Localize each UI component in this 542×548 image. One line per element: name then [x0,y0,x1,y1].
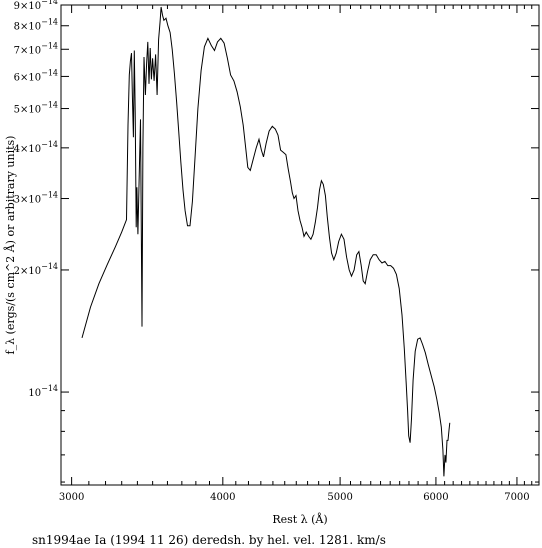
y-tick-mantissa: 3× [14,195,29,206]
y-tick-exponent: −14 [41,191,58,200]
y-tick-exponent: −14 [41,0,58,6]
x-axis-ticks: 3000 4000 5000 6000 7000 [59,5,530,503]
y-axis-ticks: 10−142×10−143×10−144×10−145×10−146×10−14… [14,0,539,399]
y-axis-title: f_λ (ergs/(s cm^2 Å) or arbitrary units) [3,136,17,355]
y-tick-label: 10−14 [28,384,58,399]
y-tick-mantissa: 8× [14,22,29,33]
plot-frame [60,4,540,486]
y-tick-base: 10 [28,1,41,12]
y-tick-label: 3×10−14 [14,191,58,206]
spectrum-line [81,6,451,477]
y-tick-base: 10 [28,72,41,83]
y-tick-base: 10 [28,144,41,155]
y-tick-label: 5×10−14 [14,101,58,116]
y-tick-mantissa: 6× [14,72,29,83]
y-tick-base: 10 [28,388,41,399]
y-tick-label: 2×10−14 [14,262,58,277]
y-tick-base: 10 [28,266,41,277]
y-tick-exponent: −14 [41,262,58,271]
y-tick-base: 10 [28,22,41,33]
x-tick-label: 3000 [59,492,84,503]
y-tick-mantissa: 7× [14,45,29,56]
y-tick-label: 7×10−14 [14,41,58,56]
y-tick-mantissa: 9× [14,1,29,12]
y-tick-base: 10 [28,195,41,206]
y-tick-label: 4×10−14 [14,140,58,155]
x-tick-label: 7000 [504,492,529,503]
y-tick-base: 10 [28,45,41,56]
y-tick-exponent: −14 [41,384,58,393]
x-axis-title: Rest λ (Å) [272,512,327,526]
y-tick-exponent: −14 [41,140,58,149]
y-tick-exponent: −14 [41,41,58,50]
y-tick-exponent: −14 [41,68,58,77]
x-tick-label: 4000 [210,492,235,503]
y-tick-label: 9×10−14 [14,0,58,12]
x-tick-label: 6000 [423,492,448,503]
y-tick-mantissa: 4× [14,144,29,155]
x-tick-label: 5000 [327,492,352,503]
y-tick-exponent: −14 [41,18,58,27]
y-tick-mantissa: 5× [14,105,29,116]
y-tick-base: 10 [28,105,41,116]
minor-ticks [61,5,539,485]
y-tick-exponent: −14 [41,101,58,110]
y-tick-label: 8×10−14 [14,18,58,33]
y-tick-label: 6×10−14 [14,68,58,83]
chart-caption: sn1994ae Ia (1994 11 26) deredsh. by hel… [32,533,386,547]
y-tick-mantissa: 2× [14,266,29,277]
